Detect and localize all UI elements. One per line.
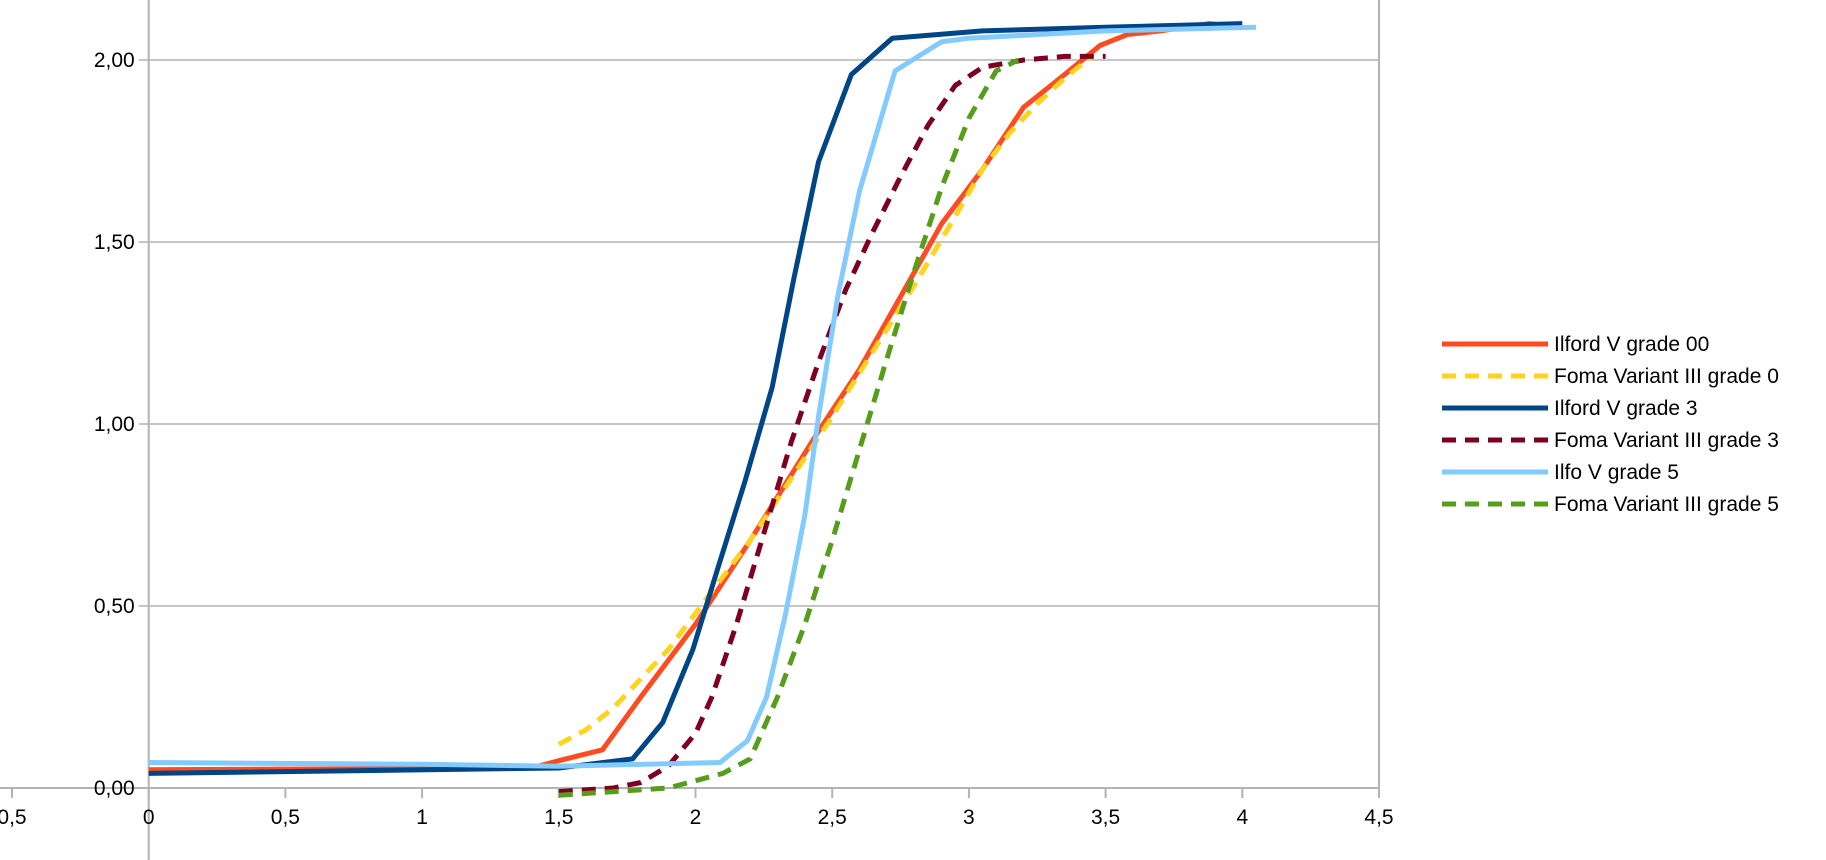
- x-tick-label: 1,5: [544, 806, 573, 829]
- legend-label: Ilfo V grade 5: [1554, 461, 1679, 484]
- x-tick-label: 2: [690, 806, 702, 829]
- x-tick-label: 4: [1236, 806, 1248, 829]
- series-line-5: [148, 24, 1257, 769]
- y-tick-label: 1,50: [94, 231, 135, 254]
- series-line-1: [148, 21, 1243, 773]
- legend-label: Ilford V grade 3: [1554, 397, 1698, 420]
- tick-labels: 0,000,501,001,502,000,5 0 0,5 1 1,5 2 2,5 3 3,5 4…: [0, 49, 1394, 829]
- legend-label: Ilford V grade 00: [1554, 333, 1709, 356]
- x-tick-label: 0,5: [271, 806, 300, 829]
- legend-label: Foma Variant III grade 5: [1554, 493, 1779, 516]
- x-tick-label: 1: [416, 806, 428, 829]
- x-tick-label: 3: [963, 806, 975, 829]
- x-tick-label: 0,5: [0, 806, 27, 829]
- x-tick-label: 3,5: [1091, 806, 1120, 829]
- grid: [138, 59, 1379, 789]
- legend-label: Foma Variant III grade 0: [1554, 365, 1779, 388]
- series-line-2: [557, 54, 1094, 747]
- y-tick-label: 0,00: [94, 777, 135, 800]
- axes: [0, 0, 1380, 860]
- y-tick-label: 1,00: [94, 413, 135, 436]
- x-tick-label: 4,5: [1364, 806, 1393, 829]
- series-line-6: [558, 57, 1020, 798]
- legend: Ilford V grade 00 Foma Variant III grade …: [1442, 333, 1779, 516]
- plot-area: [148, 21, 1257, 798]
- y-tick-label: 2,00: [94, 49, 135, 72]
- series-line-3: [148, 21, 1243, 776]
- x-tick-label: 0: [143, 806, 155, 829]
- x-tick-label: 2,5: [818, 806, 847, 829]
- legend-label: Foma Variant III grade 3: [1554, 429, 1779, 452]
- y-tick-label: 0,50: [94, 595, 135, 618]
